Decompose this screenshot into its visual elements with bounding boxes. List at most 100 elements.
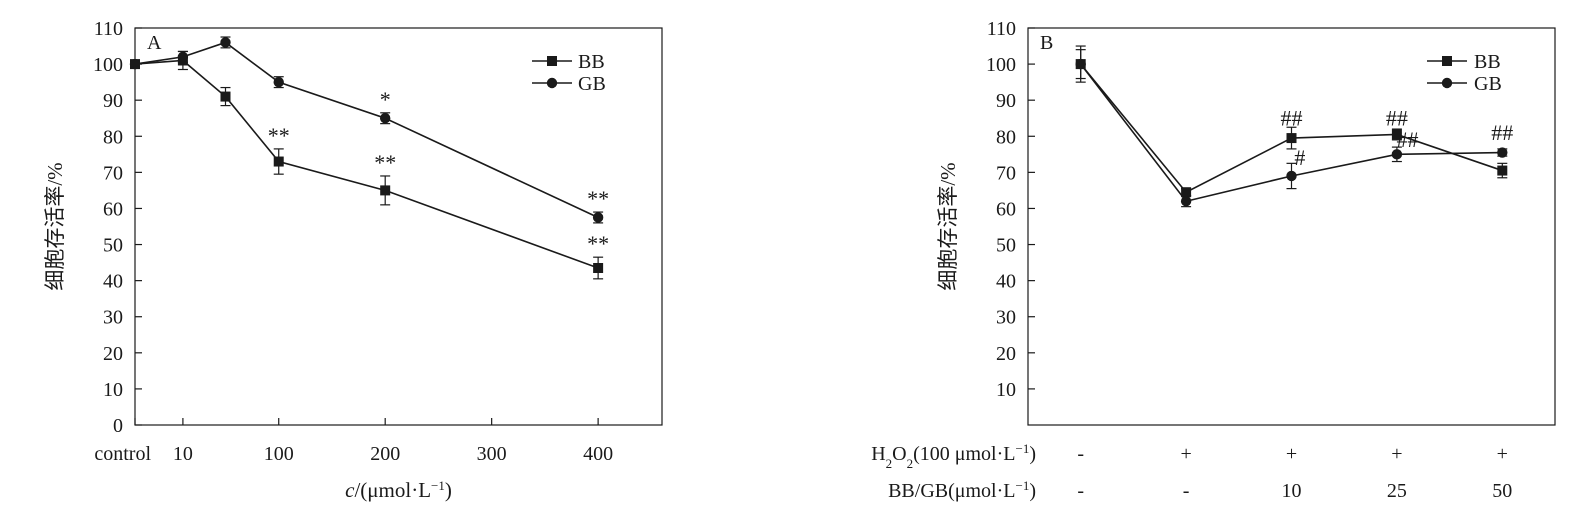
panel-b-ytick-label: 80	[996, 126, 1016, 148]
panel-b-legend-marker	[1442, 56, 1452, 66]
panel-b-series-gb	[1075, 49, 1508, 208]
panel-b-legend-label: GB	[1474, 73, 1502, 95]
panel-b-significance-mark: ##	[1386, 105, 1408, 130]
panel-a-ytick-label: 10	[103, 379, 123, 401]
panel-b-row-label: H2O2(100 μmol·L−1)	[871, 441, 1036, 471]
panel-a-series-bb	[130, 50, 604, 280]
panel-b-row-label-sup: −1	[1015, 441, 1029, 456]
panel-b-row-value: +	[1497, 443, 1508, 465]
panel-b-ytick-label: 60	[996, 198, 1016, 220]
panel-b-ytick-label: 100	[986, 54, 1016, 76]
panel-a-significance-mark: **	[587, 186, 609, 211]
panel-a-xtick-label: 300	[477, 443, 507, 465]
panel-a: A 0 10 20 30 40 50 60 70 80 90 100 110 control 10 100 20…	[43, 18, 663, 503]
panel-b-ytick-label: 70	[996, 162, 1016, 184]
panel-a-significance-mark: **	[374, 150, 396, 175]
panel-b-ytick-label: 110	[987, 18, 1016, 40]
panel-a-significance-mark: **	[587, 231, 609, 256]
panel-b-row-value: +	[1286, 443, 1297, 465]
panel-b-data-point	[1180, 196, 1192, 207]
panel-a-data-point	[273, 76, 284, 88]
panel-b-row-label-part: H	[871, 443, 885, 465]
panel-a-xlabel-close: )	[445, 478, 452, 502]
panel-b-significance-mark: ##	[1396, 127, 1418, 152]
panel-b-row-label-part: )	[1029, 480, 1036, 502]
panel-a-ytick-label: 40	[103, 271, 123, 293]
panel-b-data-point	[1391, 129, 1402, 140]
panel-a-data-point	[379, 113, 391, 124]
panel-a-data-point	[220, 37, 231, 48]
panel-b: B102030405060708090100110细胞存活率/%H2O2(100…	[871, 18, 1556, 503]
panel-b-row-label: BB/GB(μmol·L−1)	[888, 478, 1036, 503]
panel-a-xtick-label: 100	[264, 443, 294, 465]
panel-a-xtick-label: control	[94, 443, 151, 465]
panel-a-ytick-label: 30	[103, 307, 123, 329]
panel-b-row-value: 50	[1492, 480, 1512, 502]
panel-a-xtick-label: 400	[583, 443, 613, 465]
panel-a-series-line	[134, 59, 599, 269]
panel-b-significance-mark: ##	[1281, 105, 1303, 130]
panel-b-row-label-part: O	[892, 443, 906, 465]
panel-a-significance-mark: **	[268, 123, 290, 148]
panel-b-row-label-part: )	[1029, 443, 1036, 465]
panel-b-data-point	[1497, 147, 1508, 158]
panel-a-data-point	[592, 212, 604, 223]
panel-b-legend-label: BB	[1474, 51, 1501, 73]
panel-a-label: A	[147, 32, 162, 54]
panel-a-ytick-label: 20	[103, 343, 123, 365]
panel-b-row-value: -	[1077, 443, 1084, 465]
panel-b-frame	[1027, 27, 1556, 426]
panel-b-significance-mark: ##	[1491, 120, 1513, 145]
panel-b-row-label-part: BB/GB(μmol·L	[888, 480, 1015, 502]
panel-b-data-point	[1181, 187, 1192, 198]
panel-a-data-point	[177, 51, 189, 63]
panel-b-data-point	[1286, 170, 1297, 182]
panel-b-row-label-sup: −1	[1015, 478, 1029, 493]
panel-b-ytick-label: 10	[996, 379, 1016, 401]
panel-a-data-point	[129, 58, 141, 70]
panel-b-ytick-label: 20	[996, 343, 1016, 365]
panel-b-row-value: 10	[1282, 480, 1302, 502]
panel-a-xtick-label: 10	[173, 443, 193, 465]
panel-b-row-value: +	[1391, 443, 1402, 465]
panel-a-ytick-label: 70	[103, 162, 123, 184]
panel-b-data-point	[1286, 133, 1297, 144]
panel-a-ylabel: 细胞存活率/%	[43, 162, 67, 290]
panel-a-xlabel: c/(μmol·L−1)	[345, 478, 452, 503]
panel-a-data-point	[220, 91, 231, 102]
panel-a-data-point	[380, 185, 391, 196]
panel-a-ytick-label: 0	[113, 415, 123, 437]
panel-a-ytick-label: 100	[93, 54, 123, 76]
panel-b-legend-marker	[1441, 77, 1453, 89]
panel-b-row-value: 25	[1387, 480, 1407, 502]
panel-b-row-value: -	[1183, 480, 1190, 502]
panel-a-legend-marker	[546, 77, 558, 89]
panel-a-legend-label: GB	[578, 73, 606, 95]
panel-a-series-gb	[129, 36, 604, 224]
panel-b-ytick-label: 50	[996, 235, 1016, 257]
panel-a-legend-label: BB	[578, 51, 605, 73]
panel-a-ytick-label: 90	[103, 90, 123, 112]
panel-a-data-point	[593, 263, 604, 274]
panel-b-row-label-part: (100 μmol·L	[913, 443, 1015, 465]
panel-b-significance-mark: #	[1294, 145, 1305, 170]
panel-b-ytick-label: 90	[996, 90, 1016, 112]
panel-a-data-point	[273, 156, 284, 167]
panel-b-row-value: -	[1077, 480, 1084, 502]
panel-a-xtick-label: 200	[370, 443, 400, 465]
panel-a-xlabel-unit: /(μmol·L	[354, 478, 431, 502]
panel-b-row-value: +	[1180, 443, 1191, 465]
panel-b-label: B	[1040, 32, 1053, 54]
panel-a-legend-marker	[547, 56, 557, 66]
panel-a-xlabel-var: c	[345, 478, 355, 502]
panel-a-ytick-label: 80	[103, 126, 123, 148]
panel-b-row-label-sub: 2	[907, 456, 914, 471]
panel-b-data-point	[1075, 58, 1086, 70]
panel-a-series-line	[134, 41, 599, 219]
panel-a-ytick-label: 60	[103, 198, 123, 220]
panel-a-xlabel-sup: −1	[431, 478, 445, 493]
panel-a-significance-mark: *	[380, 87, 391, 112]
